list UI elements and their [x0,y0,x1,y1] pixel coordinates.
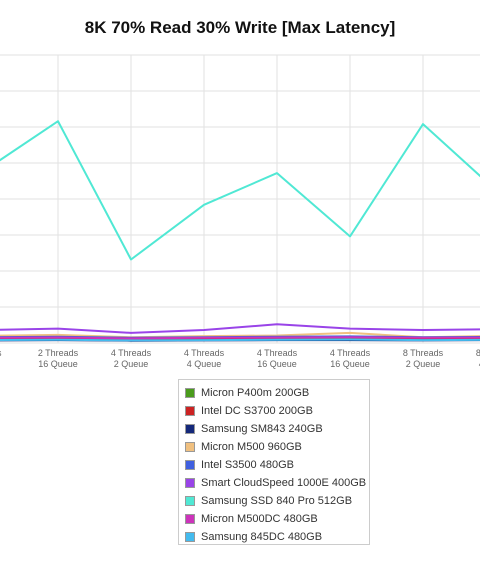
legend-label: Smart CloudSpeed 1000E 400GB [201,477,367,489]
legend-label: Intel DC S3700 200GB [201,405,313,417]
legend-label: Micron M500 960GB [201,441,302,453]
x-tick-label: 2 Queue [114,359,149,369]
x-tick-label: 2 Queue [406,359,441,369]
legend-label: Samsung SM843 240GB [201,423,323,435]
x-tick-label: 16 Queue [38,359,78,369]
legend-item[interactable]: Samsung SSD 840 Pro 512GB [185,492,369,510]
x-tick-label: Threads [0,348,2,358]
legend-item[interactable]: Samsung SM843 240GB [185,420,369,438]
legend-label: Micron M500DC 480GB [201,513,318,525]
legend-label: Samsung SSD 840 Pro 512GB [201,495,353,507]
x-tick-label: 16 Queue [257,359,297,369]
legend-item[interactable]: Intel DC S3700 200GB [185,402,369,420]
legend-label: Samsung 845DC 480GB [201,531,323,543]
x-tick-label: 16 Queue [330,359,370,369]
legend-swatch [185,532,195,542]
x-tick-label: 8 Threads [403,348,444,358]
x-tick-label: 4 Threads [257,348,298,358]
legend-label: Intel S3500 480GB [201,459,294,471]
x-tick-label: 4 Queue [187,359,222,369]
legend-item[interactable]: Micron M500 960GB [185,438,369,456]
series-line [0,120,480,261]
legend-swatch [185,514,195,524]
legend-swatch [185,460,195,470]
legend-item[interactable]: Smart CloudSpeed 1000E 400GB [185,474,369,492]
x-tick-label: 4 Threads [330,348,371,358]
legend-item[interactable]: Micron P400m 200GB [185,384,369,402]
x-tick-label: 8 Threads [476,348,480,358]
legend-label: Micron P400m 200GB [201,387,310,399]
legend-swatch [185,406,195,416]
x-tick-label: 4 Threads [111,348,152,358]
series-line [0,338,480,342]
legend-item[interactable]: Micron M500DC 480GB [185,510,369,528]
x-tick-label: 2 Threads [38,348,79,358]
legend: Micron P400m 200GB Intel DC S3700 200GB Sa… [178,379,370,545]
series-line [0,336,480,340]
series-lines [0,120,480,342]
legend-swatch [185,496,195,506]
legend-swatch [185,424,195,434]
legend-item[interactable]: Intel S3500 480GB [185,456,369,474]
chart-title: 8K 70% Read 30% Write [Max Latency] [84,18,396,37]
series-line [0,323,480,334]
x-tick-label: 4 Threads [184,348,225,358]
legend-swatch [185,442,195,452]
legend-swatch [185,478,195,488]
grid [0,54,480,344]
x-tick-label: 4 Queue [479,359,480,369]
legend-item[interactable]: Samsung 845DC 480GB [185,528,369,546]
legend-swatch [185,388,195,398]
